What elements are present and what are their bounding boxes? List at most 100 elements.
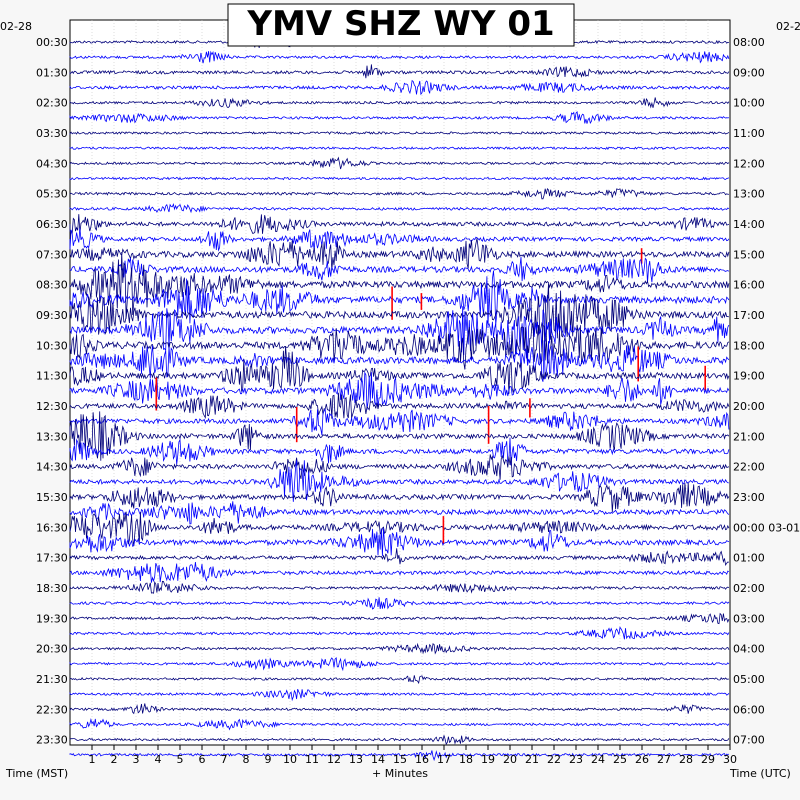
x-tick-label: 28 [679, 753, 693, 766]
seismic-trace [69, 50, 730, 64]
x-label-center: + Minutes [372, 767, 428, 780]
x-tick-label: 24 [591, 753, 605, 766]
seismic-trace [69, 642, 730, 655]
seismic-trace [69, 597, 730, 610]
minute-grid [91, 20, 709, 745]
seismic-trace [69, 111, 729, 124]
x-label-left: Time (MST) [5, 767, 68, 780]
right-time-label: 19:00 [733, 370, 765, 383]
x-tick-label: 10 [283, 753, 297, 766]
seismic-trace [69, 79, 730, 96]
seismic-trace [69, 146, 730, 150]
right-time-label: 21:00 [733, 430, 765, 443]
seismic-trace [69, 501, 730, 525]
right-time-label: 12:00 [733, 157, 765, 170]
left-time-label: 22:30 [36, 703, 68, 716]
right-time-label: 15:00 [733, 248, 765, 261]
seismic-trace [69, 735, 730, 745]
seismic-trace [69, 675, 729, 685]
seismic-trace [69, 203, 730, 214]
left-time-label: 08:30 [36, 279, 68, 292]
x-tick-label: 30 [723, 753, 737, 766]
x-tick-label: 11 [305, 753, 319, 766]
left-time-label: 15:30 [36, 491, 68, 504]
left-time-label: 03:30 [36, 127, 68, 140]
seismic-trace [69, 580, 730, 594]
x-tick-label: 17 [437, 753, 451, 766]
x-tick-label: 2 [111, 753, 118, 766]
left-date-label: 02-28 [0, 20, 32, 33]
left-time-label: 00:30 [36, 36, 68, 49]
seismic-trace [69, 283, 730, 340]
right-time-label: 18:00 [733, 339, 765, 352]
right-time-label: 01:00 [733, 552, 765, 565]
seismic-trace [69, 238, 730, 271]
left-time-label: 16:30 [36, 521, 68, 534]
x-tick-label: 18 [459, 753, 473, 766]
x-tick-label: 13 [349, 753, 363, 766]
x-tick-label: 29 [701, 753, 715, 766]
right-time-label: 06:00 [733, 703, 765, 716]
right-time-label: 02:00 [733, 582, 765, 595]
left-time-label: 17:30 [36, 552, 68, 565]
seismic-trace [69, 411, 730, 461]
seismic-trace [69, 703, 730, 715]
seismic-trace [69, 626, 730, 640]
seismic-trace [69, 323, 730, 370]
seismic-trace [69, 270, 730, 329]
right-time-label: 14:00 [733, 218, 765, 231]
seismic-trace [69, 392, 730, 420]
right-time-label: 05:00 [733, 673, 765, 686]
x-tick-label: 6 [199, 753, 206, 766]
seismic-trace [69, 562, 730, 583]
left-time-label: 21:30 [36, 673, 68, 686]
right-time-label: 17:00 [733, 309, 765, 322]
x-tick-label: 25 [613, 753, 627, 766]
x-tick-label: 19 [481, 753, 495, 766]
seismic-trace [69, 408, 730, 436]
x-tick-label: 23 [569, 753, 583, 766]
seismic-trace [69, 227, 730, 252]
title-box [227, 3, 575, 47]
seismic-trace [69, 97, 730, 109]
right-date-label: 02-2 [776, 20, 800, 33]
seismic-trace [69, 688, 730, 702]
x-axis-ticks: 1 2 3 4 5 6 7 8 9 10 11 12 13 14 15 16 17 18 19 20 21 22 23 24 2… [89, 745, 737, 766]
left-time-label: 10:30 [36, 339, 68, 352]
left-time-label: 20:30 [36, 643, 68, 656]
seismic-trace [69, 64, 730, 79]
x-tick-label: 20 [503, 753, 517, 766]
right-time-label: 03:00 [733, 612, 765, 625]
right-time-label: 20:00 [733, 400, 765, 413]
seismic-trace [69, 528, 730, 557]
left-time-label: 07:30 [36, 248, 68, 261]
x-tick-label: 14 [371, 753, 385, 766]
x-tick-label: 8 [243, 753, 250, 766]
seismic-trace [69, 214, 730, 234]
left-time-labels: 00:30 01:30 02:30 03:30 04:30 05:30 06:30 07:30… [36, 36, 68, 747]
seismic-trace [69, 345, 730, 395]
x-tick-label: 21 [525, 753, 539, 766]
left-time-label: 19:30 [36, 612, 68, 625]
right-time-labels: 08:00 09:00 10:00 11:00 12:00 13:00 14:00 15:00… [733, 36, 800, 747]
right-time-label: 23:00 [733, 491, 765, 504]
seismic-trace [69, 306, 730, 362]
seismic-trace [69, 256, 730, 284]
left-time-label: 12:30 [36, 400, 68, 413]
x-tick-label: 4 [155, 753, 162, 766]
right-time-label: 00:00 03-01 [733, 521, 800, 534]
seismic-trace [69, 718, 730, 731]
seismic-trace [69, 482, 730, 513]
left-time-label: 06:30 [36, 218, 68, 231]
seismic-trace [69, 460, 729, 502]
x-tick-label: 7 [221, 753, 228, 766]
seismic-trace [69, 437, 730, 466]
right-time-label: 11:00 [733, 127, 765, 140]
seismic-trace [69, 750, 730, 762]
x-tick-label: 3 [133, 753, 140, 766]
right-time-label: 09:00 [733, 66, 765, 79]
left-time-label: 04:30 [36, 157, 68, 170]
x-tick-label: 16 [415, 753, 429, 766]
left-time-label: 09:30 [36, 309, 68, 322]
